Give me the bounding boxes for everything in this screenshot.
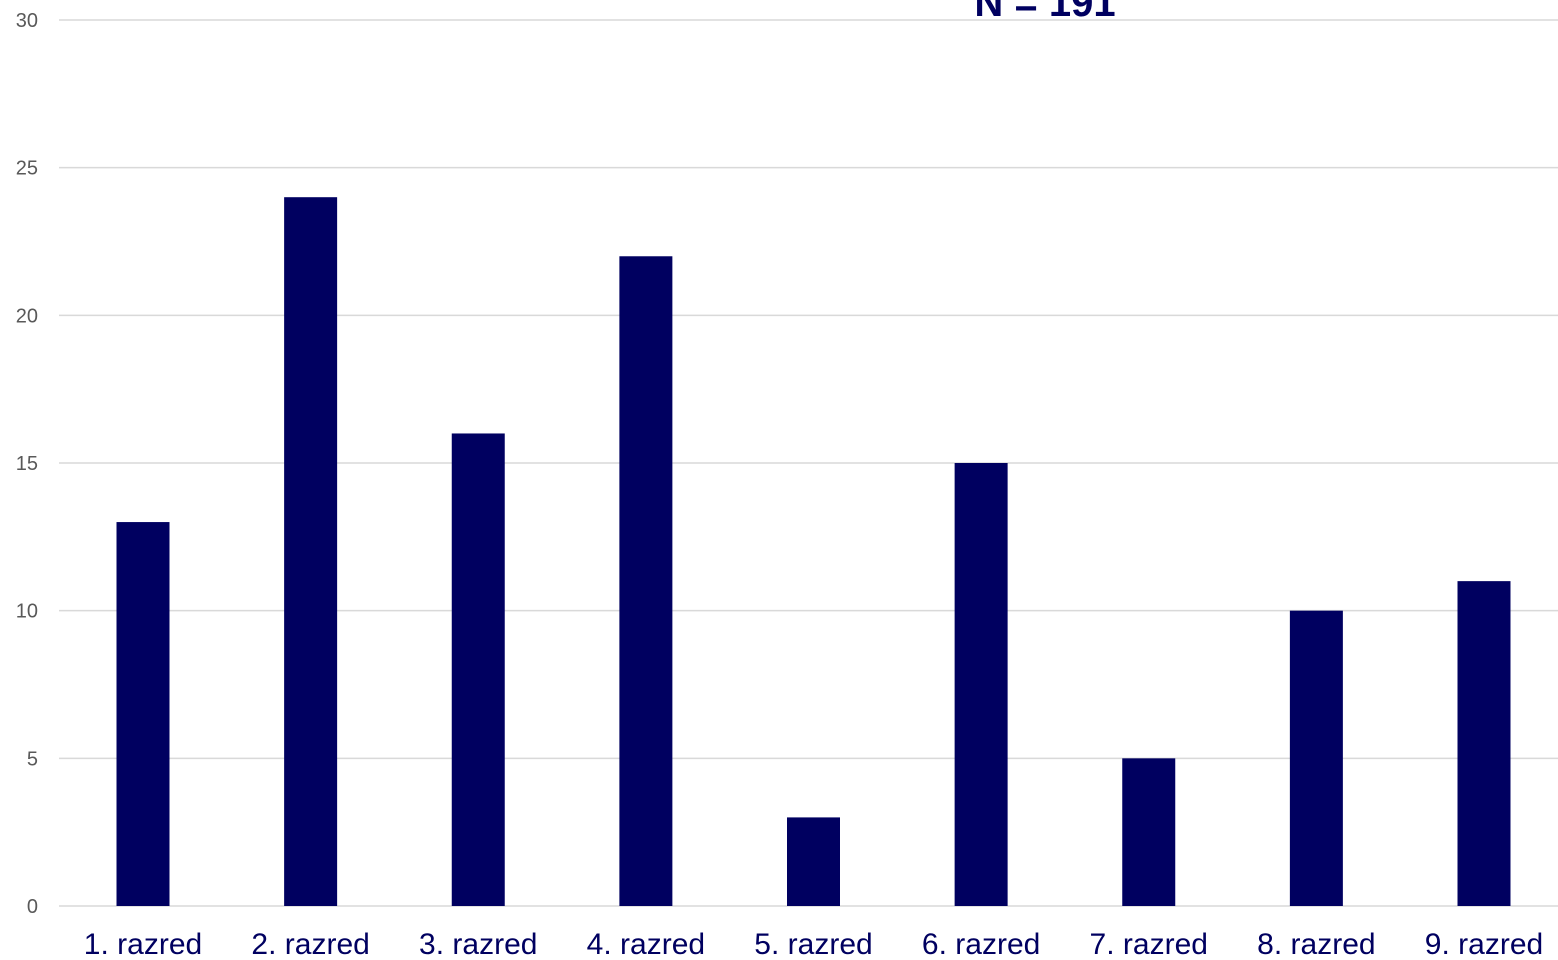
bar: [1122, 758, 1176, 906]
bar: [116, 522, 170, 906]
x-tick-label: 2. razred: [251, 928, 369, 960]
bar: [284, 197, 338, 906]
bar: [619, 256, 673, 906]
bar: [787, 817, 840, 906]
x-tick-label: 1. razred: [84, 928, 202, 960]
x-tick-label: 8. razred: [1257, 928, 1375, 960]
y-tick-label: 30: [16, 10, 38, 32]
y-tick-label: 5: [27, 748, 38, 770]
x-tick-label: 6. razred: [922, 928, 1040, 960]
bar: [1289, 610, 1343, 906]
x-axis: 1. razred 2. razred 3. razred 4. razred 5. r…: [84, 928, 1543, 960]
x-tick-label: 9. razred: [1425, 928, 1543, 960]
y-tick-label: 20: [16, 305, 38, 327]
x-tick-label: 5. razred: [754, 928, 872, 960]
y-tick-label: 10: [16, 601, 38, 623]
bars: [116, 197, 1511, 906]
x-tick-label: 3. razred: [419, 928, 537, 960]
y-tick-label: 0: [27, 896, 38, 918]
bar: [954, 463, 1008, 906]
chart-title: N = 191: [974, 0, 1115, 25]
x-tick-label: 4. razred: [587, 928, 705, 960]
bar: [1457, 581, 1511, 906]
y-axis: 0 5 10 15 20 25 30: [16, 10, 38, 918]
x-tick-label: 7. razred: [1090, 928, 1208, 960]
bar: [451, 433, 505, 906]
y-tick-label: 25: [16, 158, 38, 180]
y-tick-label: 15: [16, 453, 38, 475]
